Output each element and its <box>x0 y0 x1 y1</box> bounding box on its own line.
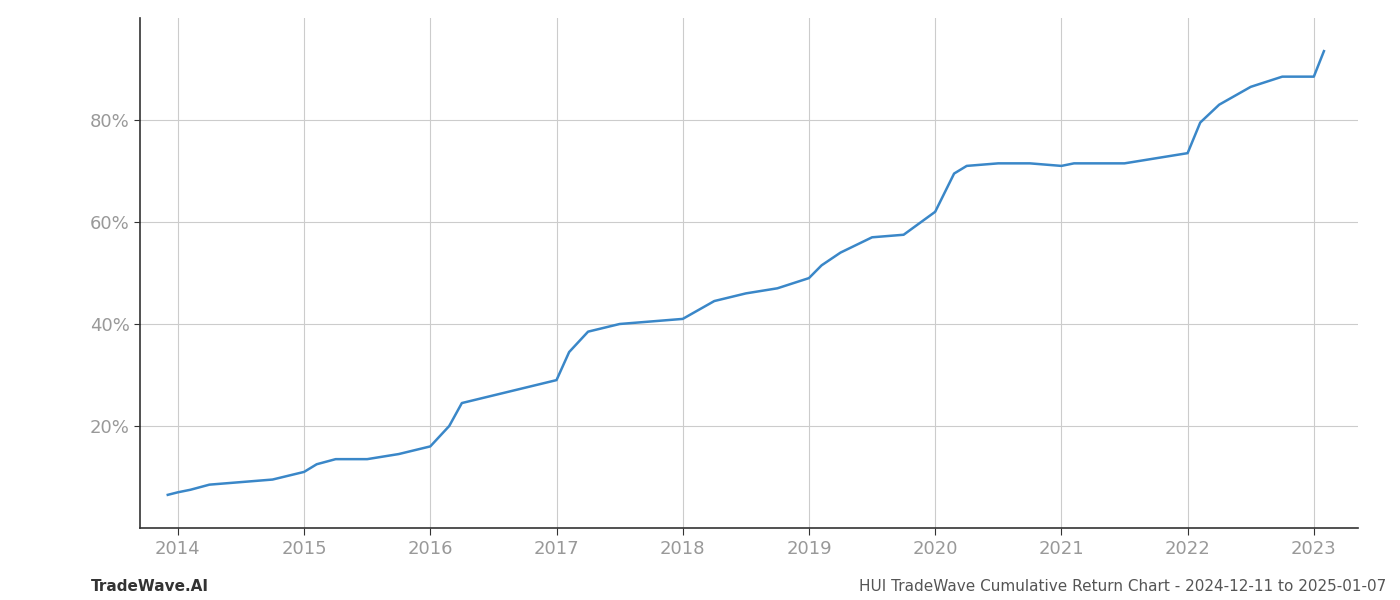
Text: TradeWave.AI: TradeWave.AI <box>91 579 209 594</box>
Text: HUI TradeWave Cumulative Return Chart - 2024-12-11 to 2025-01-07: HUI TradeWave Cumulative Return Chart - … <box>858 579 1386 594</box>
